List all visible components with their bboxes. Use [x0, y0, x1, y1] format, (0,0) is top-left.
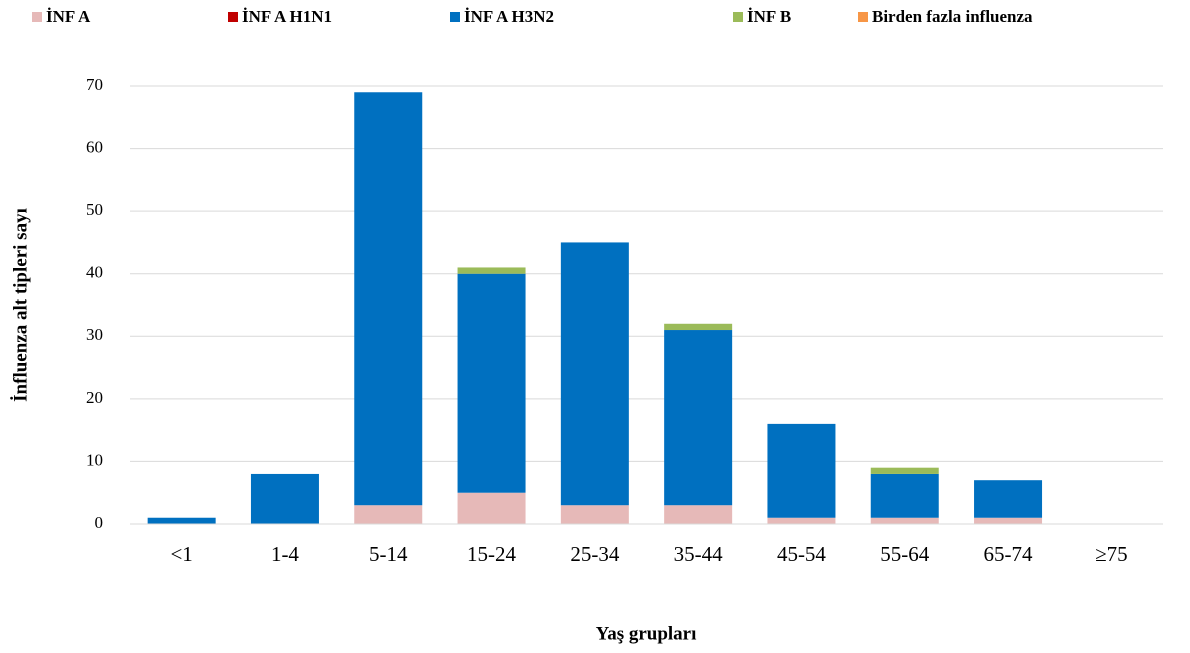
legend-label: İNF A	[46, 7, 91, 26]
x-axis-title: Yaş grupları	[596, 623, 697, 644]
y-tick-label: 30	[86, 325, 103, 344]
y-tick-label: 40	[86, 263, 103, 282]
legend-swatch	[858, 12, 868, 22]
y-tick-label: 10	[86, 450, 103, 469]
x-tick-label: ≥75	[1095, 542, 1128, 566]
x-tick-label: 35-44	[674, 542, 723, 566]
legend-swatch	[32, 12, 42, 22]
legend-swatch	[228, 12, 238, 22]
bar-segment	[870, 473, 939, 518]
bar-segment	[767, 517, 836, 524]
bar-segment	[664, 505, 733, 524]
bar-segment	[974, 517, 1043, 524]
legend-label: Birden fazla influenza	[872, 7, 1033, 26]
bar-segment	[664, 330, 733, 506]
bar-segment	[250, 473, 319, 524]
bar-segment	[870, 517, 939, 524]
legend-label: İNF A H1N1	[242, 7, 332, 26]
y-tick-label: 50	[86, 200, 103, 219]
bar-segment	[767, 423, 836, 518]
x-tick-label: <1	[170, 542, 192, 566]
bar-segment	[147, 517, 216, 524]
bar-segment	[354, 92, 423, 506]
x-tick-label: 25-34	[570, 542, 619, 566]
x-tick-label: 45-54	[777, 542, 826, 566]
x-tick-label: 5-14	[369, 542, 408, 566]
x-tick-label: 1-4	[271, 542, 299, 566]
legend-swatch	[733, 12, 743, 22]
bar-segment	[560, 505, 629, 524]
bar-segment	[974, 480, 1043, 518]
y-tick-label: 70	[86, 75, 103, 94]
bar-segment	[354, 505, 423, 524]
y-axis-title: İnfluenza alt tipleri sayı	[10, 208, 31, 402]
y-tick-label: 20	[86, 388, 103, 407]
y-tick-label: 0	[95, 513, 104, 532]
y-tick-label: 60	[86, 137, 103, 156]
bar-segment	[560, 242, 629, 506]
x-tick-label: 15-24	[467, 542, 516, 566]
bar-segment	[870, 467, 939, 474]
legend-label: İNF B	[747, 7, 791, 26]
x-tick-label: 55-64	[880, 542, 929, 566]
bar-segment	[664, 323, 733, 331]
bar-segment	[457, 267, 526, 274]
bar-segment	[457, 273, 526, 493]
legend-swatch	[450, 12, 460, 22]
x-tick-label: 65-74	[984, 542, 1033, 566]
bar-segment	[457, 492, 526, 524]
legend-label: İNF A H3N2	[464, 7, 554, 26]
